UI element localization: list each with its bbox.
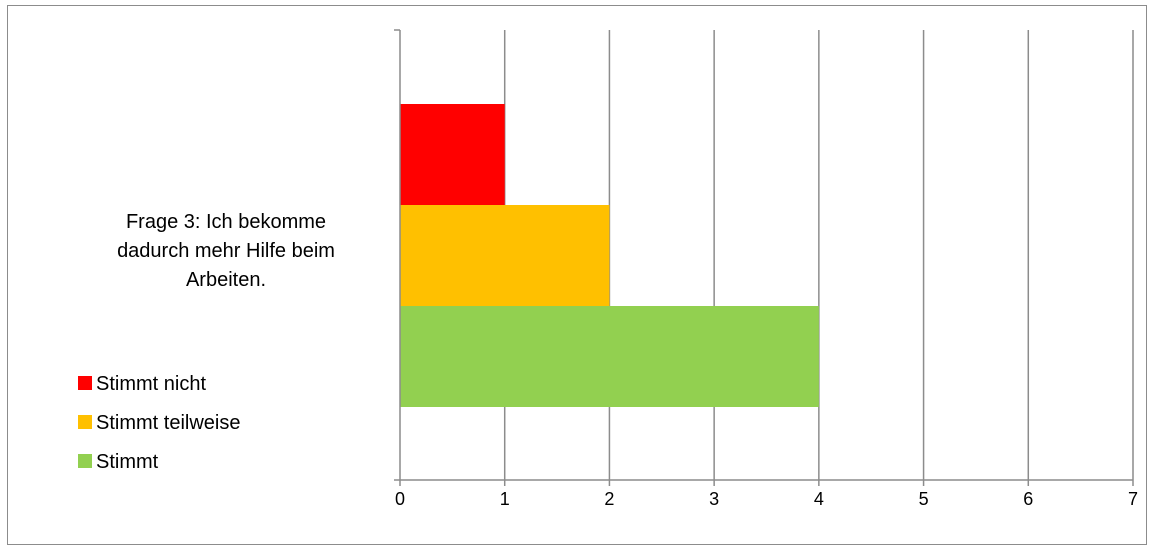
category-label-line: Arbeiten. bbox=[186, 269, 266, 291]
category-label: Frage 3: Ich bekomme dadurch mehr Hilfe b… bbox=[117, 211, 335, 291]
legend-label: Stimmt teilweise bbox=[96, 412, 240, 434]
x-tick-label: 0 bbox=[395, 489, 405, 509]
bar-chart: 0 1 2 3 4 5 6 7 Frage 3: Ich bekomme dadurch meh… bbox=[78, 29, 1138, 509]
legend-swatch bbox=[78, 415, 92, 429]
x-tick-label: 7 bbox=[1128, 489, 1138, 509]
legend: Stimmt nicht Stimmt teilweise Stimmt bbox=[78, 373, 240, 473]
category-label-line: dadurch mehr Hilfe beim bbox=[117, 240, 335, 262]
bars bbox=[400, 104, 819, 407]
legend-label: Stimmt nicht bbox=[96, 373, 206, 395]
x-tick-label: 1 bbox=[500, 489, 510, 509]
legend-swatch bbox=[78, 454, 92, 468]
bar-stimmt bbox=[400, 306, 819, 407]
legend-swatch bbox=[78, 376, 92, 390]
bar-stimmt-teilweise bbox=[400, 205, 610, 306]
bar-stimmt-nicht bbox=[400, 104, 505, 205]
x-tick-label: 5 bbox=[919, 489, 929, 509]
legend-label: Stimmt bbox=[96, 451, 159, 473]
x-tick-label: 3 bbox=[709, 489, 719, 509]
x-tick-labels: 0 1 2 3 4 5 6 7 bbox=[395, 489, 1138, 509]
x-tick-label: 4 bbox=[814, 489, 824, 509]
x-tick-label: 6 bbox=[1023, 489, 1033, 509]
axes bbox=[394, 29, 1134, 486]
x-tick-label: 2 bbox=[604, 489, 614, 509]
category-label-line: Frage 3: Ich bekomme bbox=[126, 211, 326, 233]
